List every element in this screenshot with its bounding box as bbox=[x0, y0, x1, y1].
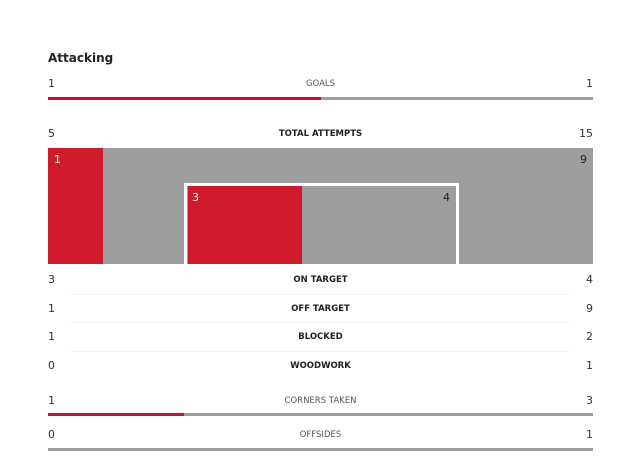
offsides-home: 0 bbox=[48, 428, 55, 441]
off-target-away: 9 bbox=[586, 302, 593, 315]
woodwork-home: 0 bbox=[48, 359, 55, 372]
attempts-label: TOTAL ATTEMPTS bbox=[278, 129, 363, 139]
goals-bar-home-fill bbox=[48, 97, 321, 100]
divider bbox=[70, 351, 570, 352]
offsides-label: OFFSIDES bbox=[299, 430, 342, 440]
on-target-home: 3 bbox=[48, 273, 55, 286]
corners-bar bbox=[48, 413, 593, 416]
goals-home: 1 bbox=[48, 77, 55, 90]
woodwork-label: WOODWORK bbox=[290, 361, 351, 371]
blocked-label: BLOCKED bbox=[298, 332, 343, 342]
home-off-target-block: 1 bbox=[48, 148, 103, 264]
on-target-away: 4 bbox=[586, 273, 593, 286]
woodwork-away: 1 bbox=[586, 359, 593, 372]
corners-label: CORNERS TAKEN bbox=[284, 396, 357, 406]
corners-bar-home-fill bbox=[48, 413, 185, 416]
blocked-home: 1 bbox=[48, 330, 55, 343]
corners-home: 1 bbox=[48, 394, 55, 407]
section-title: Attacking bbox=[48, 51, 114, 65]
goals-away: 1 bbox=[586, 77, 593, 90]
goals-bar bbox=[48, 97, 593, 100]
goals-label: GOALS bbox=[305, 79, 336, 89]
home-on-target-block: 3 bbox=[188, 186, 302, 264]
divider bbox=[70, 294, 570, 295]
attempts-home: 5 bbox=[48, 127, 55, 140]
home-on-target-value: 3 bbox=[192, 191, 199, 204]
off-target-home: 1 bbox=[48, 302, 55, 315]
blocked-away: 2 bbox=[586, 330, 593, 343]
goal-frame: 3 4 bbox=[184, 183, 459, 264]
away-off-target-value: 9 bbox=[580, 153, 587, 166]
offsides-away: 1 bbox=[586, 428, 593, 441]
divider bbox=[70, 322, 570, 323]
offsides-bar bbox=[48, 448, 593, 451]
on-target-label: ON TARGET bbox=[293, 275, 348, 285]
off-target-label: OFF TARGET bbox=[291, 304, 350, 314]
corners-away: 3 bbox=[586, 394, 593, 407]
away-on-target-value: 4 bbox=[443, 191, 450, 204]
attempts-goal-graphic: 1 9 3 4 bbox=[48, 148, 593, 264]
attempts-away: 15 bbox=[579, 127, 593, 140]
home-off-target-value: 1 bbox=[54, 153, 61, 166]
